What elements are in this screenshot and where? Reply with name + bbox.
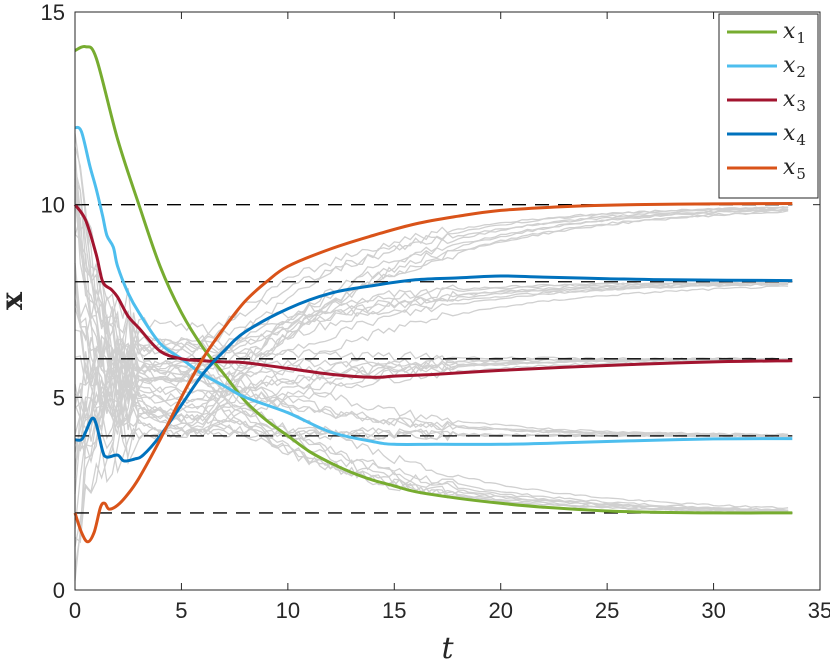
series-line-x4 — [74, 274, 793, 463]
legend: x1 x2 x3 x4 x5 — [718, 13, 819, 199]
gray-trajectory — [74, 312, 789, 510]
gray-trajectory — [74, 208, 789, 441]
x-tick-label: 10 — [276, 598, 300, 623]
series-line-x1 — [74, 44, 793, 515]
x-tick-label: 0 — [69, 598, 81, 623]
legend-label: x2 — [783, 53, 806, 81]
legend-label: x4 — [783, 121, 806, 149]
x-tick-label: 20 — [488, 598, 512, 623]
x-tick-label: 30 — [701, 598, 725, 623]
x-tick-label: 35 — [808, 598, 830, 623]
reference-lines — [75, 204, 793, 514]
gray-trajectory — [74, 146, 789, 427]
plot-frame — [74, 11, 821, 591]
legend-label: x1 — [783, 19, 806, 47]
series-line-x2 — [74, 125, 793, 447]
series-line-x5 — [73, 202, 793, 544]
gray-trajectory — [74, 206, 789, 569]
gray-trajectory — [74, 148, 789, 440]
gray-trajectory — [74, 358, 789, 547]
series-line-x3 — [73, 203, 793, 379]
gray-trajectory — [74, 178, 789, 513]
x-tick-label: 25 — [595, 598, 619, 623]
gray-trajectories — [74, 133, 789, 581]
axis-ticks: 0 5 10 15 20 25 30 35 0 5 10 15 — [41, 0, 830, 623]
x-axis-label: t — [441, 631, 454, 664]
gray-trajectory — [74, 209, 789, 429]
y-tick-label: 15 — [41, 0, 65, 25]
series-lines — [73, 44, 793, 544]
gray-trajectory — [74, 208, 789, 529]
x-tick-label: 15 — [382, 598, 406, 623]
gray-trajectory — [74, 210, 789, 423]
gray-trajectory — [74, 357, 789, 452]
gray-trajectory — [74, 374, 789, 512]
legend-label: x3 — [783, 87, 806, 115]
y-tick-label: 5 — [53, 385, 65, 410]
x-tick-label: 5 — [175, 598, 187, 623]
gray-trajectory — [74, 179, 789, 410]
legend-label: x5 — [783, 155, 806, 183]
gray-trajectory — [74, 270, 789, 438]
y-tick-label: 0 — [53, 578, 65, 603]
gray-trajectory — [74, 185, 789, 388]
y-tick-label: 10 — [41, 193, 65, 218]
y-axis-label: x — [0, 291, 30, 310]
